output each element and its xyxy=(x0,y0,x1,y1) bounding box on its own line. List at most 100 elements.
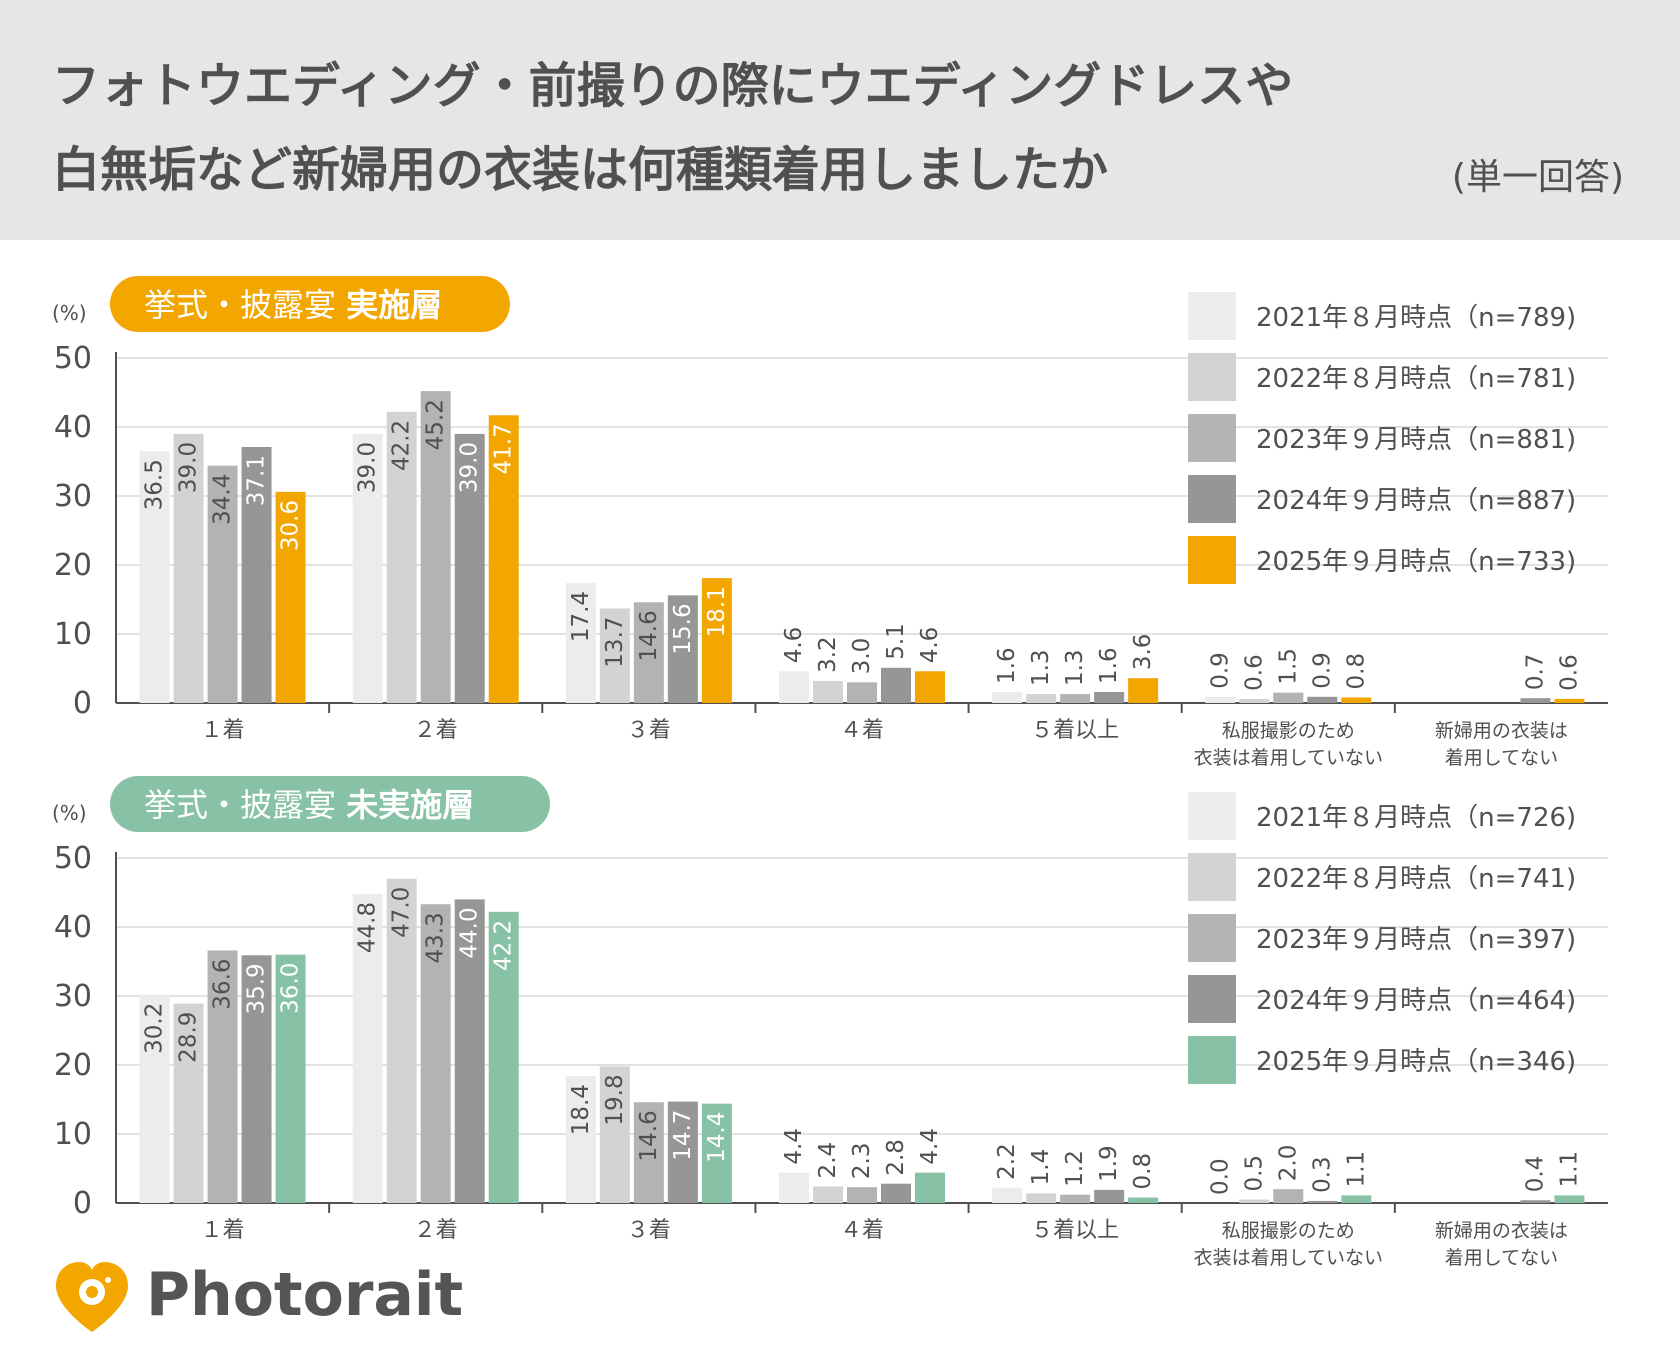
bar xyxy=(207,465,238,703)
legend-label: 2023年９月時点（n=881) xyxy=(1256,425,1576,455)
bar xyxy=(633,1102,664,1203)
data-label: 14.4 xyxy=(704,1112,730,1163)
data-label: 1.6 xyxy=(1096,647,1122,684)
data-label: 28.9 xyxy=(176,1012,202,1063)
data-label: 1.2 xyxy=(1062,1150,1088,1187)
bar xyxy=(352,433,383,703)
data-label: 37.1 xyxy=(244,455,270,506)
y-tick-label: 20 xyxy=(54,1048,92,1083)
legend-label: 2025年９月時点（n=733) xyxy=(1256,547,1576,577)
data-label: 18.1 xyxy=(704,586,730,637)
bar xyxy=(992,1187,1023,1203)
data-label: 14.6 xyxy=(636,610,662,661)
bar xyxy=(1520,1200,1551,1203)
bar xyxy=(173,433,204,703)
data-label: 3.6 xyxy=(1130,634,1156,671)
legend-label: 2024年９月時点（n=887) xyxy=(1256,486,1576,516)
group-badge: 挙式・披露宴 未実施層 xyxy=(110,776,550,832)
bar xyxy=(454,899,485,1203)
data-label: 0.9 xyxy=(1309,652,1335,689)
x-tick-label: ４着 xyxy=(840,718,884,743)
legend-label: 2022年８月時点（n=741) xyxy=(1256,864,1576,894)
data-label: 0.7 xyxy=(1522,654,1548,691)
bar xyxy=(420,391,451,703)
data-label: 18.4 xyxy=(568,1084,594,1135)
bar xyxy=(275,491,306,703)
bar xyxy=(667,595,698,703)
chart-title-line-1: フォトウエディング・前撮りの際にウエディングドレスや xyxy=(52,58,1294,114)
data-label: 4.6 xyxy=(917,627,943,664)
data-label: 19.8 xyxy=(602,1074,628,1125)
data-label: 2.0 xyxy=(1275,1145,1301,1182)
legend-swatch xyxy=(1188,792,1236,840)
y-tick-label: 30 xyxy=(54,979,92,1014)
data-label: 17.4 xyxy=(568,591,594,642)
data-label: 42.2 xyxy=(491,920,517,971)
group-badge-label: 挙式・披露宴 実施層 xyxy=(144,286,442,324)
bar xyxy=(1128,1197,1159,1203)
data-label: 30.2 xyxy=(142,1003,168,1054)
data-label: 1.1 xyxy=(1343,1151,1369,1188)
bar xyxy=(139,451,170,703)
data-label: 0.4 xyxy=(1522,1156,1548,1193)
bar xyxy=(1341,1195,1372,1203)
bar xyxy=(881,667,911,703)
data-label: 44.8 xyxy=(355,902,381,953)
bar xyxy=(1520,698,1551,703)
data-label: 39.0 xyxy=(355,442,381,493)
bar xyxy=(1026,1193,1057,1203)
data-label: 2.2 xyxy=(994,1143,1020,1180)
x-tick-label: ４着 xyxy=(840,1218,884,1243)
bar xyxy=(454,433,485,703)
data-label: 0.9 xyxy=(1207,652,1233,689)
data-label: 0.3 xyxy=(1309,1156,1335,1193)
legend-label: 2022年８月時点（n=781) xyxy=(1256,364,1576,394)
legend-swatch xyxy=(1188,414,1236,462)
data-label: 4.4 xyxy=(781,1128,807,1165)
bar xyxy=(420,904,451,1203)
x-tick-label: 着用してない xyxy=(1445,747,1558,769)
x-tick-label: ５着以上 xyxy=(1031,718,1119,743)
brand-name: Photorait xyxy=(146,1260,464,1330)
x-tick-label: 新婦用の衣装は xyxy=(1435,1220,1568,1242)
group-badge-text: 挙式・披露宴 xyxy=(144,786,346,824)
data-label: 13.7 xyxy=(602,616,628,667)
x-tick-label: ２着 xyxy=(414,718,458,743)
bar xyxy=(241,955,272,1203)
y-tick-label: 40 xyxy=(54,410,92,445)
bar xyxy=(139,994,170,1203)
bar xyxy=(1094,1189,1125,1203)
legend-label: 2024年９月時点（n=464) xyxy=(1256,986,1576,1016)
y-tick-label: 20 xyxy=(54,548,92,583)
legend: 2021年８月時点（n=789) 2022年８月時点（n=781) 2023年９月時… xyxy=(1188,292,1576,584)
bar xyxy=(1060,1194,1091,1203)
y-tick-label: 10 xyxy=(54,617,92,652)
x-tick-label: 私服撮影のため xyxy=(1222,1220,1355,1242)
data-label: 3.2 xyxy=(815,636,841,673)
bar xyxy=(701,1103,732,1203)
data-label: 44.0 xyxy=(457,907,483,958)
data-label: 14.7 xyxy=(670,1110,696,1161)
data-label: 2.3 xyxy=(849,1143,875,1180)
bar xyxy=(1273,1189,1304,1203)
x-tick-label: 衣装は着用していない xyxy=(1194,747,1383,769)
y-tick-label: 10 xyxy=(54,1117,92,1152)
data-label: 3.0 xyxy=(849,638,875,675)
bar xyxy=(1128,678,1159,703)
bar xyxy=(565,1076,596,1203)
bar xyxy=(813,1186,843,1203)
x-tick-label: 衣装は着用していない xyxy=(1194,1247,1383,1269)
group-badge-background xyxy=(110,276,510,332)
x-tick-label: ５着以上 xyxy=(1031,1218,1119,1243)
bar xyxy=(1060,694,1091,703)
chart-ceremony-held: 挙式・披露宴 実施層 (%) 0 10 20 30 40 50 36.5 39.0 34.4 37.1… xyxy=(52,276,1608,769)
data-label: 43.3 xyxy=(423,912,449,963)
bar xyxy=(1239,698,1270,703)
data-label: 30.6 xyxy=(278,500,304,551)
legend-label: 2021年８月時点（n=726) xyxy=(1256,803,1576,833)
bar xyxy=(173,1003,204,1203)
bar xyxy=(1205,696,1236,703)
bar xyxy=(779,671,809,703)
chart-title-line-2: 白無垢など新婦用の衣装は何種類着用しましたか xyxy=(52,142,1109,198)
data-label: 15.6 xyxy=(670,603,696,654)
